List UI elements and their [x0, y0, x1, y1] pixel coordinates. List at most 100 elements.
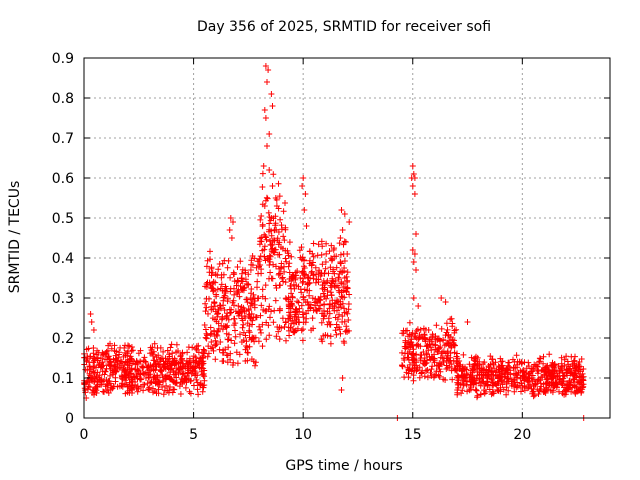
data-point	[496, 364, 503, 371]
data-point	[320, 290, 327, 297]
data-point	[327, 289, 334, 296]
data-point	[427, 369, 434, 376]
data-point	[264, 195, 271, 202]
data-point	[457, 361, 464, 368]
data-point	[209, 344, 216, 351]
data-point	[257, 312, 264, 319]
data-point	[543, 372, 549, 378]
data-point	[329, 256, 336, 263]
data-point	[536, 387, 543, 394]
data-point	[564, 386, 571, 393]
data-point	[126, 343, 133, 350]
data-point	[173, 359, 180, 366]
data-point	[233, 282, 240, 289]
data-point	[328, 242, 335, 249]
data-point	[232, 333, 239, 340]
data-point	[185, 369, 192, 376]
data-point	[104, 381, 111, 388]
data-point	[574, 388, 580, 395]
data-point	[278, 244, 284, 251]
data-point	[113, 348, 120, 355]
data-point	[273, 203, 280, 209]
data-point	[121, 374, 128, 381]
data-point	[276, 193, 283, 200]
data-point	[307, 301, 314, 308]
data-point	[203, 304, 210, 311]
data-point	[107, 362, 114, 369]
data-point	[500, 379, 507, 386]
data-point	[285, 296, 292, 303]
data-point	[173, 349, 180, 356]
data-point	[298, 327, 305, 334]
data-point	[207, 331, 214, 338]
data-point	[280, 278, 287, 285]
data-point	[478, 371, 485, 378]
data-point	[192, 372, 198, 379]
data-point	[92, 370, 98, 376]
data-point	[270, 171, 277, 178]
data-point	[230, 359, 237, 366]
data-point	[211, 333, 218, 339]
data-point	[415, 303, 422, 309]
data-point	[417, 357, 424, 364]
data-point	[239, 266, 246, 273]
data-point	[159, 374, 166, 381]
data-point	[484, 375, 491, 382]
data-point	[461, 365, 468, 372]
data-point	[126, 367, 133, 374]
data-point	[546, 372, 553, 379]
data-point	[107, 372, 113, 379]
data-point	[541, 388, 548, 395]
data-point	[224, 359, 231, 366]
data-point	[256, 323, 263, 330]
data-point	[531, 392, 538, 399]
data-point	[273, 333, 280, 340]
data-point	[258, 213, 265, 219]
data-point	[304, 287, 311, 294]
data-point	[271, 249, 278, 256]
data-point	[413, 367, 420, 374]
data-point	[132, 379, 138, 385]
data-point	[523, 365, 530, 372]
data-point	[290, 281, 297, 288]
data-point	[342, 239, 349, 245]
data-point	[259, 293, 266, 300]
data-point	[328, 292, 335, 299]
data-point	[501, 371, 508, 378]
data-point	[268, 215, 275, 221]
data-point	[228, 235, 235, 241]
data-point	[345, 317, 352, 323]
data-point	[301, 257, 307, 264]
data-point	[322, 265, 329, 272]
data-point	[432, 341, 439, 348]
data-point	[490, 388, 497, 395]
data-point	[453, 358, 460, 365]
data-point	[306, 292, 313, 299]
data-point	[579, 376, 585, 383]
data-point	[322, 332, 329, 338]
data-point	[421, 373, 428, 380]
data-point	[173, 341, 180, 348]
data-point	[326, 310, 333, 317]
data-point	[213, 341, 219, 348]
data-point	[157, 366, 163, 373]
data-point	[410, 360, 417, 366]
data-point	[287, 313, 294, 320]
data-point	[433, 368, 440, 375]
data-point	[204, 279, 211, 286]
x-tick-label: 20	[513, 427, 531, 443]
data-point	[307, 305, 314, 312]
data-point	[105, 354, 111, 360]
data-point	[236, 351, 243, 358]
x-tick-label: 0	[80, 427, 89, 443]
data-point	[182, 384, 189, 391]
data-point	[555, 363, 562, 369]
data-point	[266, 303, 273, 310]
data-point	[445, 332, 451, 339]
x-tick-label: 15	[404, 427, 422, 443]
data-point	[447, 334, 454, 340]
data-point	[231, 302, 237, 309]
data-point	[148, 349, 155, 356]
data-point	[203, 263, 210, 270]
data-point	[420, 349, 427, 355]
